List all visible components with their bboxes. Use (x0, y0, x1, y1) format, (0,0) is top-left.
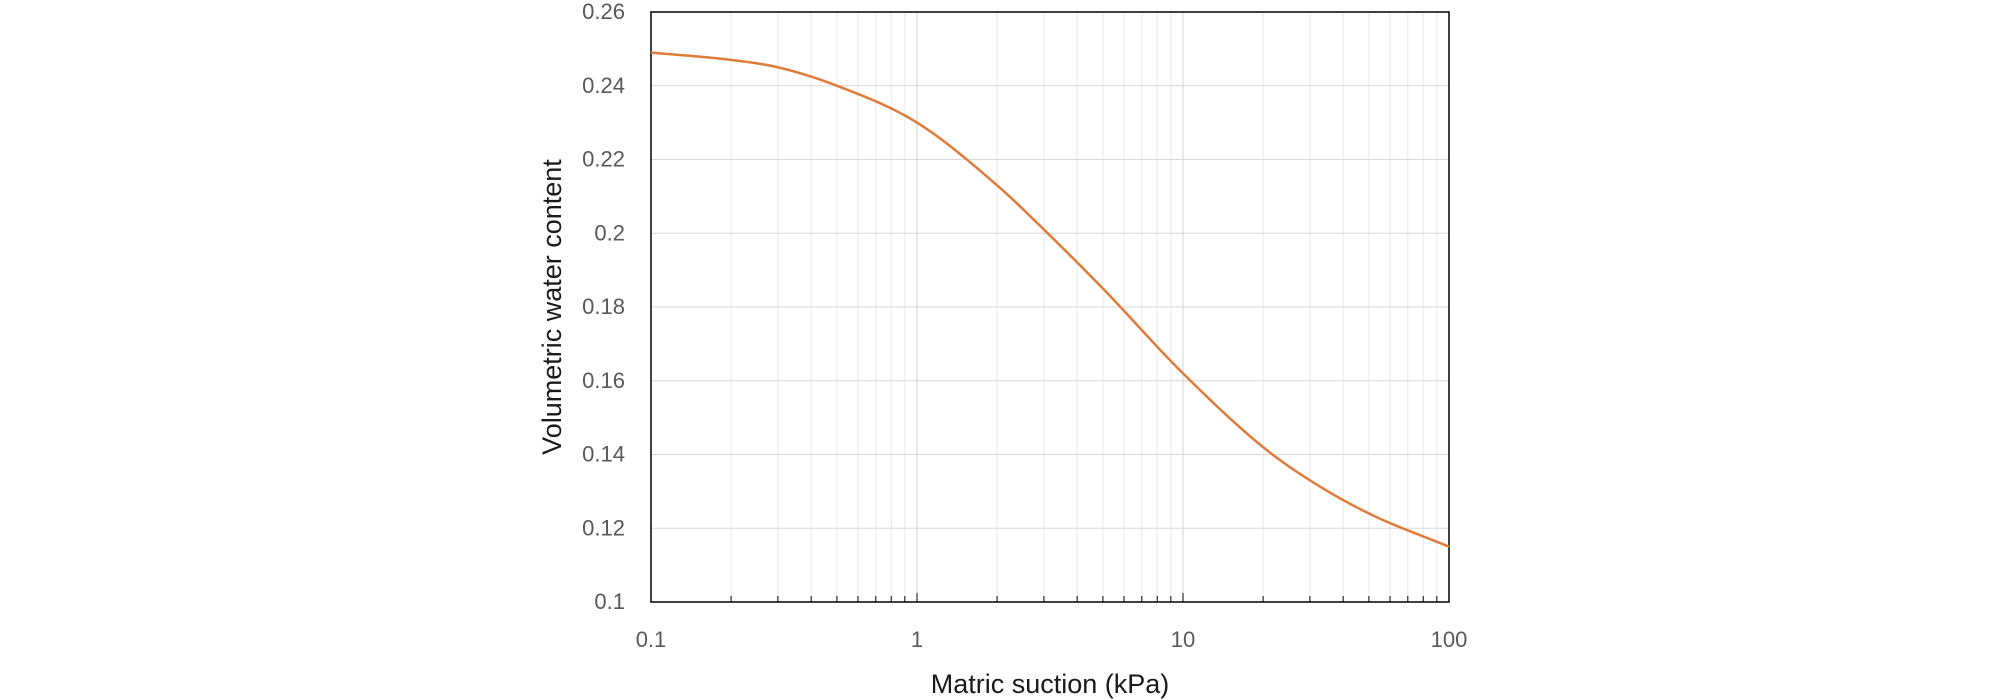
y-tick-label: 0.24 (582, 73, 625, 98)
plot-area-border (650, 11, 1450, 603)
series-group (650, 51, 1450, 548)
x-tick-label: 1 (911, 627, 923, 652)
axis-ticks (650, 593, 1438, 602)
y-tick-label: 0.22 (582, 147, 625, 172)
y-tick-label: 0.1 (594, 589, 625, 614)
x-tick-label: 100 (1431, 627, 1468, 652)
y-tick-label: 0.12 (582, 515, 625, 540)
y-tick-label: 0.2 (594, 220, 625, 245)
series-line (650, 51, 1450, 548)
y-tick-label: 0.18 (582, 294, 625, 319)
x-tick-label: 10 (1171, 627, 1195, 652)
y-tick-label: 0.14 (582, 442, 625, 467)
y-axis-title: Volumetric water content (537, 159, 567, 455)
x-tick-label: 0.1 (636, 627, 667, 652)
y-tick-label: 0.16 (582, 368, 625, 393)
tick-labels: 0.1 1 10 100 0.1 0.12 0.14 0.16 0.18 0.2 0.22 0.24 0… (582, 0, 1467, 652)
y-tick-label: 0.26 (582, 0, 625, 24)
x-axis-title: Matric suction (kPa) (931, 669, 1170, 699)
gridlines (650, 11, 1449, 603)
